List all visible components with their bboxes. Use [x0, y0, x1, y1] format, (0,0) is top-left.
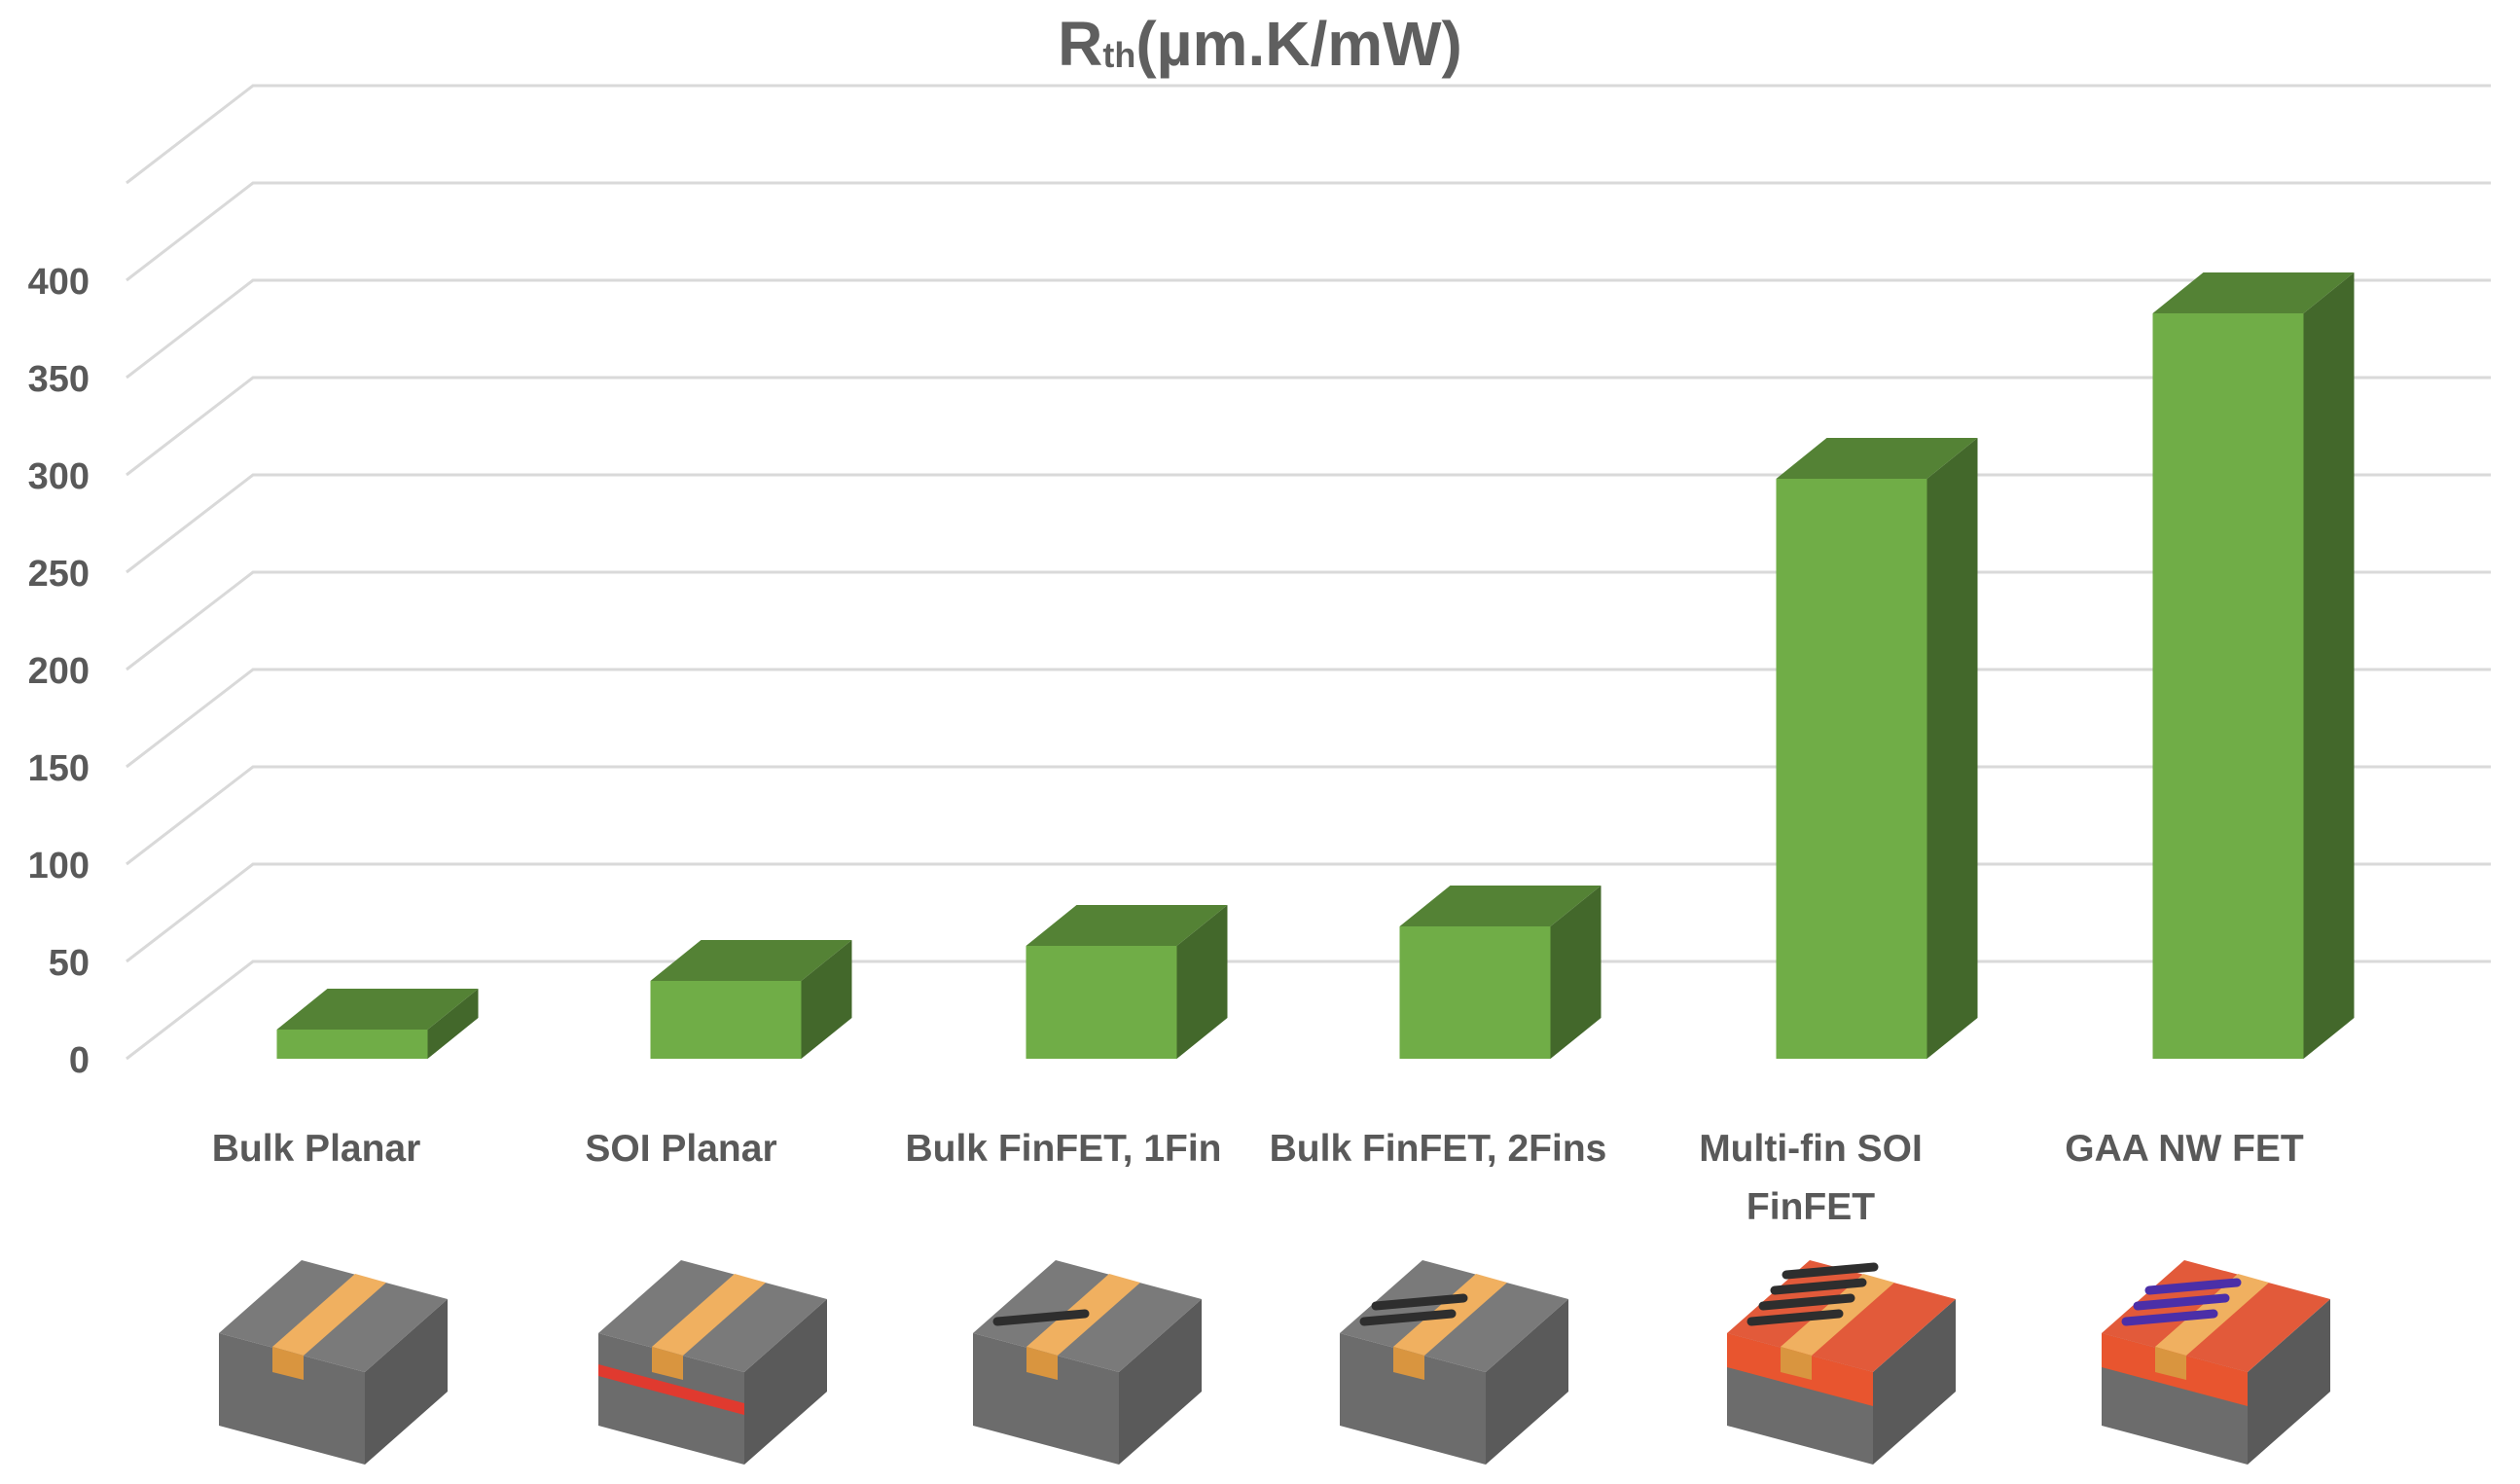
fin: [1359, 1309, 1457, 1326]
gridline: [126, 84, 2491, 185]
x-axis-labels: Bulk Planar SOI Planar Bulk FinFET, 1Fin Bu…: [212, 1128, 2304, 1228]
bar: [1776, 438, 1978, 1059]
gridline: [126, 376, 2491, 477]
y-tick-label: 350: [28, 359, 90, 400]
gate-top: [652, 1274, 766, 1356]
x-tick-label: Bulk FinFET, 1Fin: [905, 1128, 1221, 1170]
fin: [1371, 1293, 1468, 1311]
y-tick-label: 250: [28, 554, 90, 595]
bar-side: [801, 940, 852, 1059]
bar-top: [1776, 438, 1978, 479]
block-side: [1486, 1299, 1568, 1465]
fin: [2133, 1293, 2230, 1311]
block-front: [219, 1333, 365, 1465]
gate-front: [272, 1347, 304, 1380]
gate-front: [1781, 1347, 1812, 1380]
gate-front: [652, 1347, 683, 1380]
block-side: [1119, 1299, 1202, 1465]
gridline: [126, 862, 2491, 963]
x-tick-label: Bulk FinFET, 2Fins: [1270, 1128, 1607, 1170]
fin: [992, 1309, 1090, 1326]
gridline: [126, 473, 2491, 574]
bar-front: [1399, 926, 1551, 1059]
bars: [276, 272, 2355, 1059]
y-tick-label: 50: [49, 943, 90, 984]
bar-side: [2303, 272, 2355, 1059]
gate-front: [1393, 1347, 1424, 1380]
bar-front: [2152, 313, 2304, 1059]
gate-top: [272, 1274, 386, 1356]
bar: [2152, 272, 2355, 1059]
bar-front: [1776, 479, 1927, 1059]
fin: [1758, 1293, 1855, 1311]
bar: [1026, 905, 1228, 1059]
device-icons: [219, 1260, 2330, 1465]
bar-front: [1026, 946, 1177, 1059]
block-side: [1873, 1299, 1956, 1465]
gaa-nw-fet-icon: [2102, 1260, 2330, 1465]
bar: [1399, 886, 1602, 1059]
block-front: [598, 1333, 744, 1465]
x-tick-label: FinFET: [1746, 1186, 1875, 1228]
x-tick-label: GAA NW FET: [2065, 1128, 2304, 1170]
bar-top: [1399, 886, 1602, 926]
bar-front: [650, 981, 802, 1059]
x-tick-label: SOI Planar: [585, 1128, 776, 1170]
x-tick-label: Bulk Planar: [212, 1128, 421, 1170]
fin: [2144, 1278, 2242, 1295]
block-side: [744, 1299, 827, 1465]
bulk-finfet-2fins-icon: [1340, 1260, 1568, 1465]
block-box-layer: [598, 1364, 744, 1415]
chart-title: Rth(µm.K/mW): [0, 8, 2520, 80]
soi-planar-icon: [598, 1260, 827, 1465]
fin: [1782, 1262, 1879, 1280]
bar: [276, 989, 479, 1059]
title-main: R: [1058, 9, 1103, 79]
block-side: [2248, 1299, 2330, 1465]
bulk-finfet-1fin-icon: [973, 1260, 1202, 1465]
gridline: [126, 181, 2491, 282]
gridline: [126, 668, 2491, 769]
y-tick-label: 100: [28, 846, 90, 887]
block-side: [365, 1299, 448, 1465]
block-front: [973, 1333, 1119, 1465]
bar-side: [427, 989, 479, 1059]
bar-front: [276, 1030, 428, 1059]
y-tick-label: 150: [28, 748, 90, 789]
bar-side: [1176, 905, 1228, 1059]
bar-top: [1026, 905, 1228, 946]
gate-front: [2155, 1347, 2186, 1380]
title-unit: (µm.K/mW): [1135, 9, 1462, 79]
y-tick-label: 400: [28, 262, 90, 303]
bar-top: [650, 940, 852, 981]
bar-top: [2152, 272, 2355, 313]
y-tick-label: 300: [28, 456, 90, 497]
gridlines: [126, 84, 2491, 1061]
bar-side: [1926, 438, 1978, 1059]
bulk-planar-icon: [219, 1260, 448, 1465]
gate-front: [1026, 1347, 1058, 1380]
fin: [1770, 1278, 1867, 1295]
block-front: [1340, 1333, 1486, 1465]
fin: [2121, 1309, 2218, 1326]
gridline: [126, 959, 2491, 1061]
fin: [1746, 1309, 1844, 1326]
y-tick-label: 0: [69, 1040, 90, 1081]
x-tick-label: Multi-fin SOI: [1699, 1128, 1923, 1170]
bar: [650, 940, 852, 1059]
bar-top: [276, 989, 479, 1030]
y-axis-ticks: 0 50 100 150 200 250 300 350 400: [28, 262, 90, 1081]
bar-side: [1550, 886, 1602, 1059]
multifin-soi-finfet-icon: [1727, 1260, 1956, 1465]
gridline: [126, 278, 2491, 380]
gridline: [126, 765, 2491, 866]
y-tick-label: 200: [28, 651, 90, 692]
title-subscript: th: [1102, 35, 1136, 75]
gridline: [126, 570, 2491, 671]
